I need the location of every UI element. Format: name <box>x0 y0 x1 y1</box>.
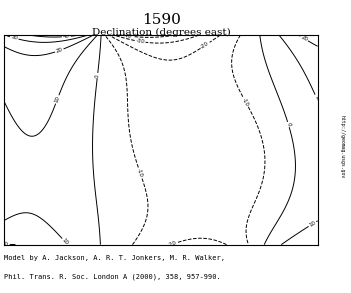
Text: 1590: 1590 <box>142 13 181 27</box>
Text: 20: 20 <box>55 47 64 54</box>
Text: 20: 20 <box>300 35 309 42</box>
Text: 40: 40 <box>63 34 70 39</box>
Text: 0: 0 <box>95 74 100 78</box>
Text: http://geomag.usgs.gov: http://geomag.usgs.gov <box>340 115 345 178</box>
Text: -10: -10 <box>136 168 144 178</box>
Text: 0: 0 <box>285 122 291 127</box>
Text: Model by A. Jackson, A. R. T. Jonkers, M. R. Walker,: Model by A. Jackson, A. R. T. Jonkers, M… <box>4 255 225 261</box>
Text: 10: 10 <box>308 220 317 228</box>
Text: -20: -20 <box>168 240 178 248</box>
Text: -30: -30 <box>135 38 145 45</box>
Text: 10: 10 <box>313 94 321 103</box>
Text: 20: 20 <box>2 242 9 247</box>
Text: -20: -20 <box>200 41 210 50</box>
Text: 30: 30 <box>10 35 18 41</box>
Text: -40: -40 <box>123 33 133 39</box>
Text: 10: 10 <box>61 238 69 246</box>
Text: 10: 10 <box>54 95 61 103</box>
Text: Phil. Trans. R. Soc. London A (2000), 358, 957-990.: Phil. Trans. R. Soc. London A (2000), 35… <box>4 274 220 280</box>
Text: -10: -10 <box>241 97 250 107</box>
Text: Declination (degrees east): Declination (degrees east) <box>92 28 231 37</box>
